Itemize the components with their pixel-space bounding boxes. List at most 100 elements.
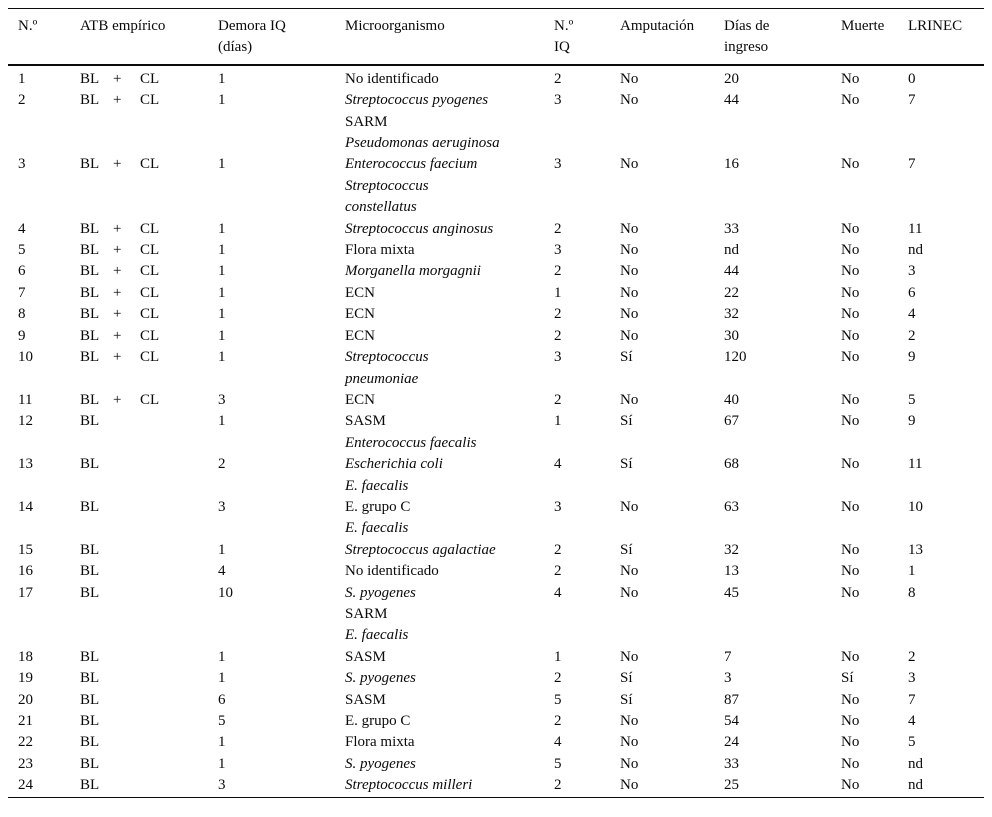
atb-plus-sign: +: [113, 92, 122, 109]
cell-num-iq: 4: [554, 456, 562, 473]
cell-num-iq: 1: [554, 284, 562, 301]
cell-atb-empirico: BL: [80, 561, 218, 582]
cell-lrinec: 9: [908, 413, 916, 430]
cell-num-iq: 2: [554, 220, 562, 237]
cell-atb-empirico: BL: [80, 668, 218, 689]
cell-num-iq: 3: [554, 242, 562, 259]
cell-case-number: 20: [18, 691, 33, 708]
cell-num-iq: 1: [554, 413, 562, 430]
cell-dias-ingreso: 54: [724, 713, 739, 729]
cell-amputacion: Sí: [620, 456, 633, 473]
atb-drug-1: BL: [80, 327, 100, 344]
cell-case-number: 16: [18, 563, 33, 580]
cell-amputacion: No: [620, 391, 639, 408]
cell-atb-empirico: BL + CL: [80, 219, 218, 240]
atb-drug-1: BL: [80, 92, 100, 109]
table-row: 6 BL + CL 1 Morganella morgagnii 2 No 44 No 3: [8, 261, 984, 282]
cell-amputacion: No: [620, 734, 639, 751]
cell-lrinec: 3: [908, 670, 916, 687]
cell-atb-empirico: BL + CL: [80, 261, 218, 282]
cell-amputacion: Sí: [620, 349, 633, 366]
cell-atb-empirico: BL: [80, 732, 218, 753]
cell-amputacion: No: [620, 713, 639, 729]
cell-demora-iq: 1: [218, 413, 226, 430]
cell-case-number: 10: [18, 349, 33, 366]
cell-dias-ingreso: 20: [724, 70, 739, 87]
microorganism-line: S. pyogenes: [345, 755, 416, 772]
microorganism-line: E. faecalis: [345, 520, 409, 537]
cell-microorganismo: S. pyogenes: [345, 668, 554, 689]
col-header-muerte: Muerte: [841, 8, 908, 66]
cell-microorganismo: ECN: [345, 283, 554, 304]
atb-drug-1: BL: [80, 713, 100, 729]
cell-dias-ingreso: 63: [724, 498, 739, 515]
microorganism-line: E. faecalis: [345, 477, 409, 494]
cell-amputacion: No: [620, 306, 639, 323]
col-header-num-line1: N.º: [18, 18, 38, 34]
cell-case-number: 22: [18, 734, 33, 751]
table-body: 1 BL + CL 1 No identificado 2 No 20 No 0 2 BL + CL 1 Str…: [8, 65, 984, 797]
col-header-num-iq: N.º IQ: [554, 8, 620, 66]
cell-microorganismo: ECN: [345, 390, 554, 411]
cell-demora-iq: 1: [218, 349, 226, 366]
cell-demora-iq: 3: [218, 498, 226, 515]
atb-plus-sign: +: [113, 70, 122, 87]
cell-microorganismo: Flora mixta: [345, 732, 554, 753]
cell-atb-empirico: BL: [80, 711, 218, 732]
cell-demora-iq: 1: [218, 755, 226, 772]
cell-lrinec: 9: [908, 349, 916, 366]
cell-microorganismo: E. grupo C: [345, 711, 554, 732]
cell-dias-ingreso: 25: [724, 777, 739, 794]
microorganism-line: No identificado: [345, 70, 439, 87]
cell-atb-empirico: BL + CL: [80, 154, 218, 218]
cell-amputacion: No: [620, 92, 639, 109]
table-row: 2 BL + CL 1 Streptococcus pyogenes SARM Pseudom…: [8, 90, 984, 154]
atb-drug-1: BL: [80, 777, 100, 794]
cell-dias-ingreso: 7: [724, 648, 732, 665]
cell-amputacion: No: [620, 263, 639, 280]
cell-lrinec: nd: [908, 777, 923, 794]
cell-lrinec: 11: [908, 220, 923, 237]
cell-demora-iq: 1: [218, 220, 226, 237]
microorganism-line: No identificado: [345, 563, 439, 580]
col-header-micro-line1: Microorganismo: [345, 18, 445, 34]
cell-muerte: No: [841, 413, 860, 430]
cell-case-number: 6: [18, 263, 26, 280]
microorganism-line: Streptococcus anginosus: [345, 220, 494, 237]
atb-drug-2: CL: [140, 327, 160, 344]
cell-num-iq: 3: [554, 156, 562, 173]
microorganism-line: E. faecalis: [345, 627, 409, 644]
cell-muerte: No: [841, 92, 860, 109]
cell-amputacion: No: [620, 777, 639, 794]
cell-amputacion: No: [620, 648, 639, 665]
table-row: 10 BL + CL 1 Streptococcus pneumoniae 3 Sí 120 No 9: [8, 347, 984, 390]
atb-drug-1: BL: [80, 584, 100, 601]
cell-demora-iq: 1: [218, 70, 226, 87]
cell-microorganismo: Morganella morgagnii: [345, 261, 554, 282]
atb-drug-1: BL: [80, 691, 100, 708]
cell-atb-empirico: BL: [80, 647, 218, 668]
cell-amputacion: No: [620, 242, 639, 259]
cell-case-number: 8: [18, 306, 26, 323]
col-header-dias-line2: ingreso: [724, 39, 769, 56]
cell-dias-ingreso: 67: [724, 413, 739, 430]
cell-muerte: No: [841, 70, 860, 87]
cell-muerte: No: [841, 156, 860, 173]
atb-drug-1: BL: [80, 734, 100, 751]
cell-lrinec: 13: [908, 541, 923, 558]
microorganism-line: Escherichia coli: [345, 456, 443, 473]
cell-num-iq: 4: [554, 734, 562, 751]
cell-muerte: No: [841, 691, 860, 708]
cell-case-number: 5: [18, 242, 26, 259]
cell-amputacion: No: [620, 563, 639, 580]
cell-demora-iq: 1: [218, 156, 226, 173]
cell-dias-ingreso: 45: [724, 584, 739, 601]
cell-lrinec: 5: [908, 391, 916, 408]
cell-num-iq: 4: [554, 584, 562, 601]
atb-drug-1: BL: [80, 349, 100, 366]
cell-lrinec: 0: [908, 70, 916, 87]
cell-muerte: No: [841, 242, 860, 259]
cell-demora-iq: 1: [218, 284, 226, 301]
cell-dias-ingreso: 3: [724, 670, 732, 687]
cell-num-iq: 2: [554, 327, 562, 344]
